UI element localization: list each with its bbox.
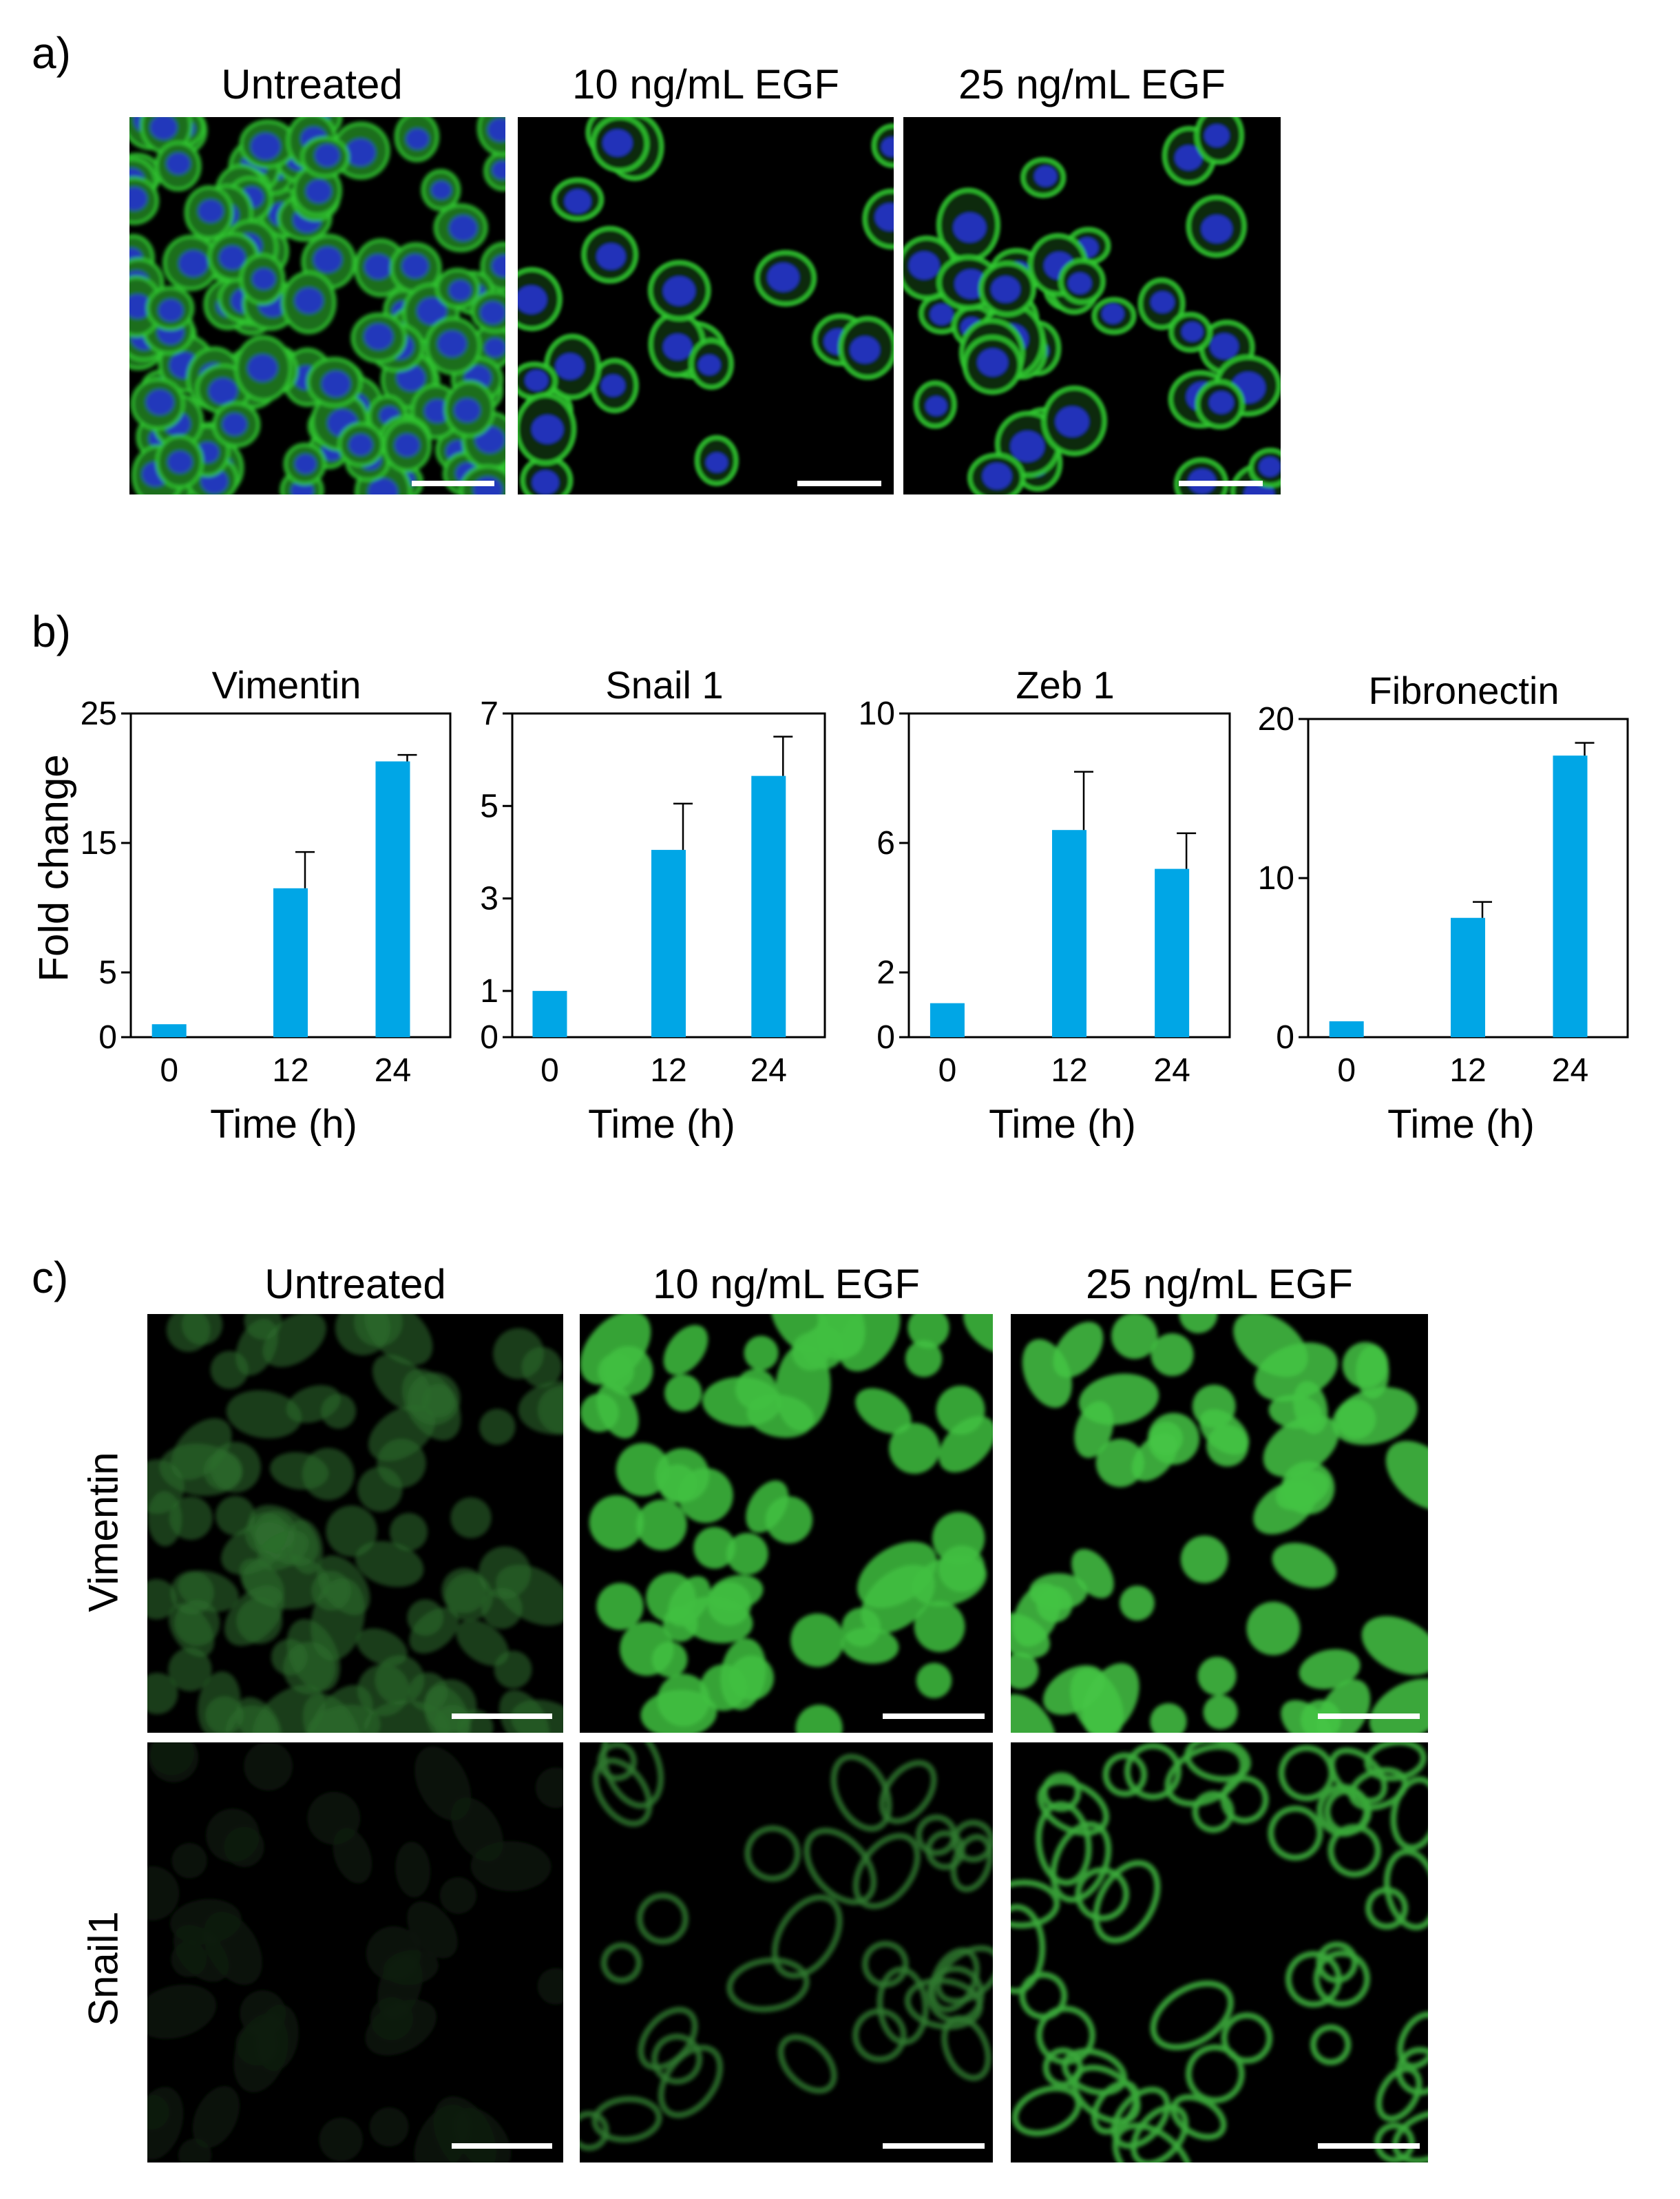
micrograph-a-untreated-image <box>129 117 505 494</box>
micrograph-c-vimentin-10egf-image <box>580 1314 993 1733</box>
x-axis-label: Time (h) <box>588 1102 735 1147</box>
bar-24 <box>375 761 410 1037</box>
bar-24 <box>751 775 786 1037</box>
panel-a-title-10egf: 10 ng/mL EGF <box>572 61 839 107</box>
panel-c-title-10egf: 10 ng/mL EGF <box>653 1261 920 1307</box>
panel-a-title-25egf: 25 ng/mL EGF <box>958 61 1226 107</box>
micrograph-c-vimentin-10egf <box>580 1314 993 1733</box>
bar-charts: Vimentin 0 5 15 25 0 12 24 Time (h) Snail 1 0 1 3 5 7 0… <box>81 663 1629 1147</box>
row-label-snail1: Snail1 <box>80 1911 127 2026</box>
micrograph-c-snail1-25egf <box>1011 1742 1428 2162</box>
panel-b-label: b) <box>32 607 71 656</box>
scale-bar <box>452 1713 552 1719</box>
y-tick-label: 2 <box>876 955 895 991</box>
x-axis-label: Time (h) <box>1387 1102 1535 1147</box>
micrograph-c-vimentin-untreated-image <box>147 1314 563 1733</box>
panel-a-title-untreated: Untreated <box>221 61 403 107</box>
y-tick-label: 6 <box>876 825 895 862</box>
y-tick-label: 10 <box>859 696 895 732</box>
scale-bar <box>412 481 494 486</box>
x-tick-label: 0 <box>938 1052 957 1089</box>
y-tick-label: 15 <box>81 825 117 862</box>
x-axis-label: Time (h) <box>210 1102 357 1147</box>
y-tick-label: 0 <box>98 1019 117 1056</box>
bar-0 <box>532 990 567 1037</box>
micrograph-c-snail1-untreated-image <box>147 1742 563 2162</box>
micrograph-c-vimentin-25egf-image <box>1011 1314 1428 1733</box>
panel-c-label: c) <box>32 1253 69 1302</box>
bar-0 <box>1329 1021 1364 1037</box>
x-tick-label: 12 <box>650 1052 686 1089</box>
scale-bar <box>883 1713 985 1719</box>
micrograph-a-25egf-image <box>903 117 1281 494</box>
micrograph-a-25egf <box>903 117 1281 494</box>
micrograph-c-vimentin-untreated <box>147 1314 563 1733</box>
chart-zeb-1: Zeb 1 0 2 6 10 0 12 24 Time (h) <box>859 663 1231 1147</box>
scale-bar <box>883 2143 985 2149</box>
chart-title: Vimentin <box>212 663 361 707</box>
x-tick-label: 0 <box>160 1052 178 1089</box>
chart-fibronectin: Fibronectin 0 10 20 0 12 24 Time (h) <box>1258 669 1629 1147</box>
x-tick-label: 0 <box>1337 1052 1356 1089</box>
x-tick-label: 0 <box>540 1052 559 1089</box>
y-tick-label: 10 <box>1258 860 1294 897</box>
micrograph-c-snail1-10egf <box>580 1742 993 2162</box>
x-tick-label: 24 <box>1552 1052 1588 1089</box>
micrograph-c-snail1-untreated <box>147 1742 563 2162</box>
chart-title: Zeb 1 <box>1016 663 1114 707</box>
bar-12 <box>273 888 308 1037</box>
y-tick-label: 0 <box>876 1019 895 1056</box>
panel-c-title-untreated: Untreated <box>264 1261 446 1307</box>
scale-bar <box>452 2143 552 2149</box>
x-tick-label: 24 <box>375 1052 411 1089</box>
x-tick-label: 24 <box>1153 1052 1190 1089</box>
x-tick-label: 12 <box>1051 1052 1087 1089</box>
chart-vimentin: Vimentin 0 5 15 25 0 12 24 Time (h) <box>81 663 452 1147</box>
chart-title: Snail 1 <box>605 663 723 707</box>
scale-bar <box>797 481 881 486</box>
micrograph-c-snail1-10egf-image <box>580 1742 993 2151</box>
bar-12 <box>651 850 686 1037</box>
scale-bar <box>1318 1713 1420 1719</box>
y-tick-label: 5 <box>98 955 117 991</box>
bar-0 <box>930 1003 965 1037</box>
x-axis-label: Time (h) <box>989 1102 1136 1147</box>
panel-a-label: a) <box>32 28 71 78</box>
micrograph-c-vimentin-25egf <box>1011 1314 1428 1733</box>
micrograph-c-snail1-25egf-image <box>1011 1742 1428 2162</box>
scale-bar <box>1179 481 1263 486</box>
y-tick-label: 0 <box>1276 1019 1294 1056</box>
micrograph-a-10egf-image <box>518 117 894 494</box>
micrograph-a-untreated <box>129 117 505 494</box>
x-tick-label: 12 <box>1449 1052 1486 1089</box>
x-tick-label: 24 <box>750 1052 787 1089</box>
panel-c-title-25egf: 25 ng/mL EGF <box>1086 1261 1353 1307</box>
y-tick-label: 0 <box>480 1019 498 1056</box>
bar-24 <box>1553 755 1588 1037</box>
micrograph-a-10egf <box>518 117 894 494</box>
y-tick-label: 20 <box>1258 701 1294 738</box>
chart-title: Fibronectin <box>1368 669 1559 712</box>
bar-24 <box>1155 868 1190 1037</box>
bar-12 <box>1052 830 1086 1037</box>
y-tick-label: 5 <box>480 788 498 824</box>
chart-snail-1: Snail 1 0 1 3 5 7 0 12 24 Time (h) <box>480 663 826 1147</box>
bar-0 <box>151 1024 187 1037</box>
y-tick-label: 25 <box>81 696 117 732</box>
bar-12 <box>1451 917 1485 1037</box>
x-tick-label: 12 <box>272 1052 308 1089</box>
y-tick-label: 1 <box>480 973 498 1010</box>
y-tick-label: 7 <box>480 696 498 732</box>
scale-bar <box>1318 2143 1420 2149</box>
row-label-vimentin: Vimentin <box>80 1452 127 1612</box>
y-tick-label: 3 <box>480 881 498 917</box>
